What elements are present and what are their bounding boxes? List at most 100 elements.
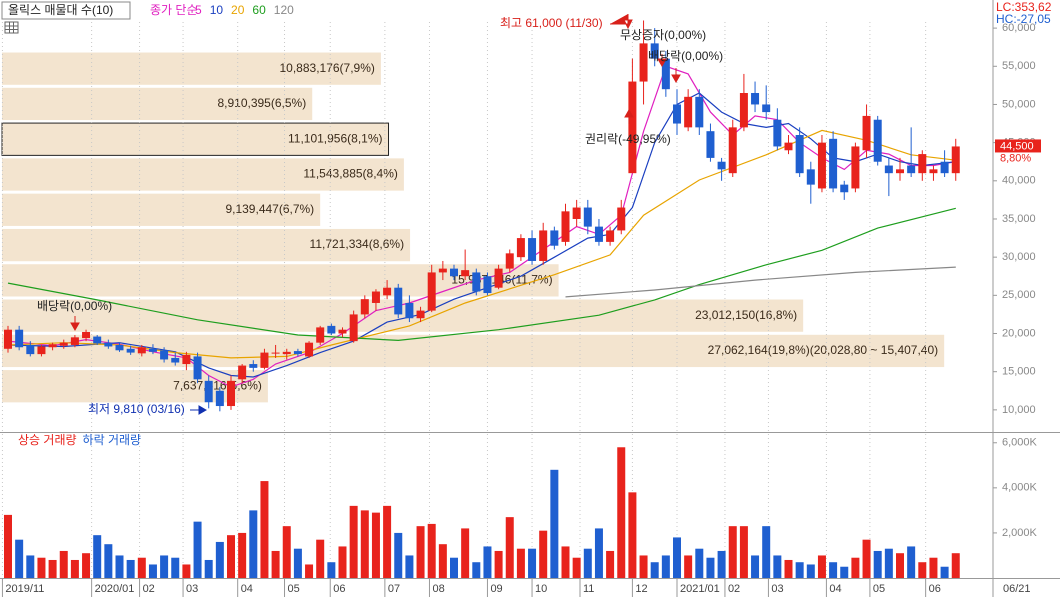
legend-entry: 상승 거래량 (18, 433, 77, 447)
x-tick-label: 10 (535, 583, 547, 595)
volume-bar (37, 557, 46, 578)
volume-bar (951, 553, 960, 578)
x-tick-label: 05 (873, 583, 885, 595)
candle-body (104, 342, 113, 347)
annotation-dividend-2: 배당락(0,00%) (648, 49, 723, 63)
volume-bar (806, 564, 815, 578)
candle-body (650, 43, 659, 59)
volume-bar (171, 557, 180, 578)
volume-bar (115, 555, 124, 578)
volume-profile-label: 11,543,885(8,4%) (303, 167, 398, 181)
volume-bar (884, 548, 893, 578)
volume-bar (829, 562, 838, 578)
y-tick-label: 15,000 (1002, 366, 1036, 378)
volume-bar (572, 557, 581, 578)
x-tick-label: 02 (728, 583, 740, 595)
volume-bar (561, 546, 570, 578)
bonus-arrow (657, 54, 667, 68)
candle-body (483, 276, 492, 294)
volume-bar (360, 510, 369, 578)
y-tick-label: 55,000 (1002, 60, 1036, 72)
volume-profile-label: 11,721,334(8,6%) (310, 237, 405, 251)
high-arrow (610, 14, 633, 30)
current-price-box (995, 139, 1041, 153)
volume-profile-bar (2, 228, 411, 262)
legend-entry: 하락 거래량 (83, 433, 142, 447)
volume-bar (539, 530, 548, 578)
volume-bar (160, 555, 169, 578)
volume-bar (706, 557, 715, 578)
volume-bar (639, 555, 648, 578)
volume-bar (293, 548, 302, 578)
candle-body (37, 346, 46, 355)
y-tick-label: 25,000 (1002, 289, 1036, 301)
candle-body (371, 291, 380, 303)
candle-body (739, 93, 748, 128)
x-tick-label: 08 (432, 583, 444, 595)
x-tick-label: 03 (771, 583, 783, 595)
volume-bar (751, 555, 760, 578)
y-tick-label: 20,000 (1002, 327, 1036, 339)
legend-entry: 120 (274, 3, 294, 17)
candle-body (93, 336, 102, 344)
volume-profile-label: 9,139,447(6,7%) (225, 202, 314, 216)
candle-body (4, 329, 12, 349)
x-tick-label: 07 (388, 583, 400, 595)
candle-body (550, 230, 559, 246)
volume-bar (528, 548, 537, 578)
volume-bar (93, 535, 102, 578)
volume-bar (840, 566, 849, 578)
volume-bar (405, 555, 414, 578)
y-tick-label: 4,000K (1002, 482, 1038, 494)
candle-body (617, 207, 626, 231)
moving-average-line (7, 207, 956, 342)
volume-bar (650, 562, 659, 578)
legend-entry: 20 (231, 3, 245, 17)
annotation-dividend-1: 배당락(0,00%) (37, 299, 112, 313)
candle-body (48, 344, 57, 348)
volume-profile-label: 27,062,164(19,8%)(20,028,80 ~ 15,407,40) (708, 343, 939, 357)
volume-bar (684, 555, 693, 578)
volume-profile-bar (2, 193, 321, 226)
volume-bar (327, 562, 336, 578)
volume-bar (762, 526, 771, 578)
grid-icon[interactable] (4, 21, 19, 34)
rights-arrow (624, 108, 634, 124)
volume-bar (918, 562, 927, 578)
volume-bar (4, 514, 12, 578)
candle-body (661, 58, 670, 90)
candle-body (572, 207, 581, 219)
candle-body (70, 337, 79, 345)
volume-bar (606, 550, 615, 578)
candle-body (472, 272, 481, 292)
candle-body (673, 104, 681, 124)
legend-entry: 5 (195, 3, 202, 17)
volume-profile-bar (2, 52, 381, 85)
candle-body (862, 115, 871, 151)
volume-bar (371, 512, 380, 578)
annotation-low: 최저 9,810 (03/16) (88, 402, 185, 416)
candle-body (461, 270, 470, 277)
candle-body (26, 344, 35, 355)
candle-body (427, 272, 436, 311)
candle-body (583, 207, 592, 227)
annotation-high: 최고 61,000 (11/30) (500, 16, 603, 30)
x-tick-label: 11 (583, 583, 594, 595)
x-tick-label: 06 (333, 583, 345, 595)
volume-bar (494, 550, 503, 578)
candle-body (416, 310, 425, 319)
candle-body (717, 161, 726, 170)
dividend-arrow-2 (671, 68, 681, 84)
candle-body (594, 226, 603, 242)
title-box (1, 1, 131, 20)
volume-bar (594, 528, 603, 578)
x-tick-label: 06 (929, 583, 941, 595)
dividend-arrow-1 (70, 316, 80, 332)
candle-body (751, 93, 760, 105)
volume-bar (70, 559, 79, 578)
y-tick-label: 30,000 (1002, 251, 1036, 263)
candle-body (137, 347, 146, 354)
volume-bar (305, 564, 314, 578)
candle-body (293, 351, 302, 355)
candle-body (784, 142, 793, 151)
